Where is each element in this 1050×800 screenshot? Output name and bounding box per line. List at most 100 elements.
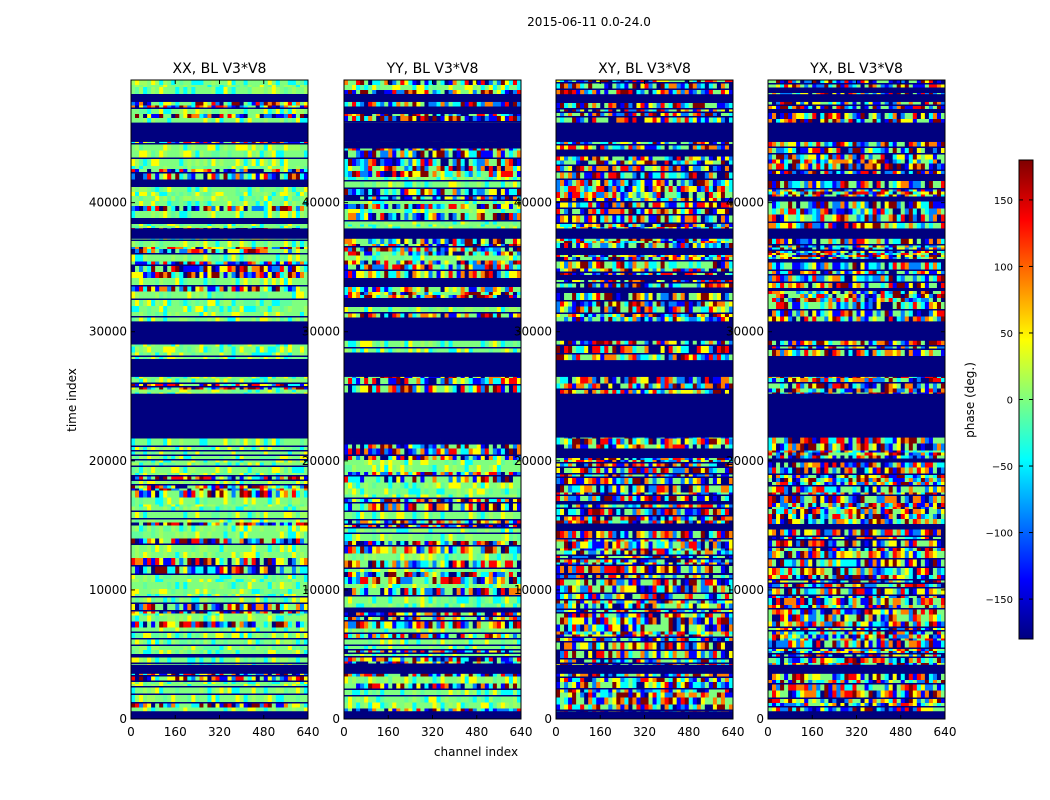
heatmap-cell [147, 338, 152, 345]
heatmap-cell [279, 456, 285, 459]
heatmap-cell [147, 192, 152, 196]
heatmap-cell [299, 114, 305, 118]
heatmap-cell [143, 300, 148, 306]
heatmap-cell [207, 211, 212, 218]
heatmap-cell [143, 192, 148, 196]
heatmap-cell [243, 291, 249, 299]
heatmap-cell [207, 169, 212, 172]
heatmap-cell [211, 87, 216, 94]
heatmap-cell [183, 211, 188, 218]
heatmap-separator [131, 543, 308, 545]
heatmap-cell [159, 166, 164, 169]
heatmap-cell [167, 261, 172, 265]
heatmap-cell [287, 352, 293, 356]
heatmap-cell [263, 300, 269, 306]
heatmap-cell [155, 504, 160, 507]
heatmap-cell [275, 650, 281, 654]
heatmap-cell [271, 456, 277, 459]
heatmap-cell [183, 114, 188, 118]
heatmap-cell [295, 545, 301, 552]
heatmap-cell [143, 531, 148, 539]
heatmap-cell [215, 473, 220, 475]
heatmap-cell [155, 657, 160, 663]
heatmap-cell [235, 219, 241, 223]
heatmap-cell [187, 646, 192, 650]
heatmap-cell [191, 226, 196, 228]
heatmap-cell [227, 476, 232, 480]
heatmap-cell [195, 278, 200, 285]
heatmap-cell [279, 538, 285, 544]
heatmap-cell [291, 589, 297, 594]
heatmap-cell [215, 627, 220, 632]
heatmap-cell [227, 196, 232, 201]
heatmap-cell [279, 613, 285, 616]
heatmap-cell [235, 657, 241, 663]
heatmap-cell [171, 187, 176, 192]
heatmap-cell [155, 312, 160, 316]
heatmap-cell [275, 272, 281, 278]
heatmap-cell [275, 187, 281, 192]
heatmap-cell [239, 627, 245, 632]
heatmap-cell [151, 613, 156, 616]
heatmap-cell [271, 646, 277, 650]
heatmap-cell [283, 621, 289, 628]
heatmap-cell [167, 654, 172, 656]
heatmap-cell [223, 545, 228, 552]
heatmap-cell [299, 481, 305, 484]
heatmap-cell [255, 173, 261, 180]
heatmap-cell [231, 506, 236, 511]
heatmap-cell [131, 512, 136, 518]
heatmap-cell [255, 159, 261, 166]
heatmap-cell [155, 291, 160, 299]
heatmap-cell [271, 99, 277, 106]
heatmap-cell [179, 300, 184, 306]
heatmap-cell [243, 144, 249, 151]
heatmap-cell [251, 621, 257, 628]
heatmap-cell [231, 266, 236, 272]
heatmap-cell [215, 646, 220, 650]
heatmap-cell [283, 389, 289, 393]
heatmap-cell [203, 558, 208, 565]
heatmap-cell [155, 346, 160, 353]
heatmap-cell [303, 456, 308, 459]
heatmap-cell [135, 506, 140, 511]
heatmap-cell [251, 144, 257, 151]
heatmap-cell [191, 525, 196, 532]
heatmap-cell [191, 286, 196, 292]
heatmap-cell [147, 506, 152, 511]
heatmap-cell [279, 392, 285, 395]
heatmap-cell [231, 378, 236, 383]
heatmap-cell [279, 338, 285, 345]
heatmap-cell [139, 481, 144, 484]
heatmap-cell [303, 278, 308, 285]
heatmap-cell [203, 552, 208, 558]
heatmap-cell [211, 597, 216, 603]
heatmap-separator [131, 518, 308, 520]
heatmap-cell [151, 291, 156, 299]
heatmap-cell [247, 378, 253, 383]
heatmap-cell [171, 456, 176, 459]
heatmap-cell [263, 467, 269, 473]
heatmap-cell [163, 286, 168, 292]
heatmap-cell [227, 181, 232, 187]
heatmap-cell [171, 594, 176, 596]
heatmap-cell [247, 226, 253, 228]
heatmap-cell [211, 633, 216, 638]
heatmap-cell [243, 226, 249, 228]
heatmap-cell [291, 525, 297, 532]
heatmap-cell [283, 594, 289, 596]
heatmap-cell [167, 504, 172, 507]
heatmap-cell [231, 392, 236, 395]
heatmap-cell [251, 387, 257, 390]
heatmap-cell [263, 378, 269, 383]
heatmap-cell [291, 558, 297, 565]
heatmap-cell [163, 488, 168, 491]
heatmap-cell [179, 114, 184, 118]
heatmap-cell [287, 566, 293, 574]
heatmap-cell [227, 80, 232, 85]
heatmap-cell [303, 519, 308, 523]
heatmap-cell [203, 579, 208, 582]
heatmap-cell [267, 467, 273, 473]
heatmap-cell [199, 579, 204, 582]
heatmap-cell [159, 173, 164, 180]
